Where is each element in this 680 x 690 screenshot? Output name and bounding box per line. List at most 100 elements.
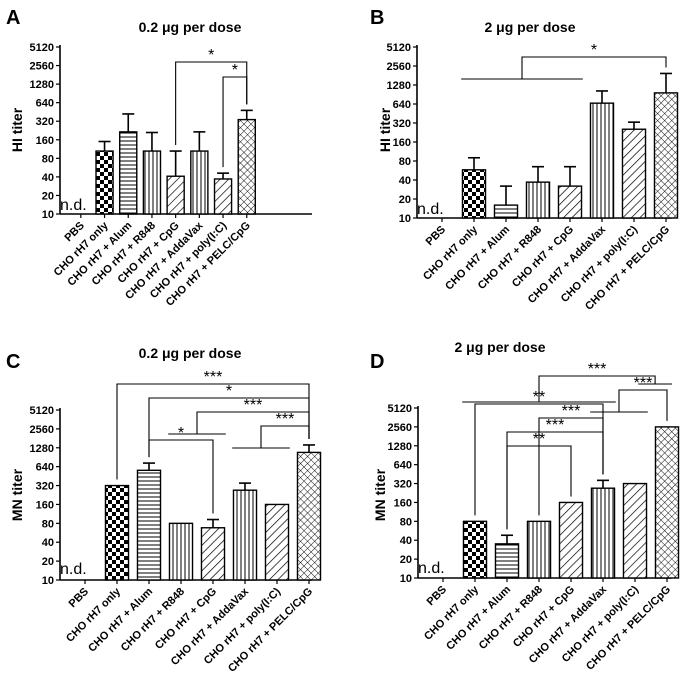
nd-label: n.d. bbox=[417, 201, 444, 218]
y-tick-label: 10 bbox=[42, 575, 54, 587]
y-tick-label: 1280 bbox=[30, 79, 54, 91]
chart-title: 2 μg per dose bbox=[484, 19, 575, 35]
chart-title: 0.2 μg per dose bbox=[139, 345, 242, 361]
bar bbox=[654, 426, 680, 579]
bar bbox=[493, 204, 519, 219]
nd-label: n.d. bbox=[418, 560, 445, 577]
y-tick-label: 80 bbox=[42, 153, 54, 165]
bar bbox=[104, 484, 130, 581]
bar bbox=[525, 181, 551, 219]
significance-bracket: * bbox=[148, 425, 214, 514]
y-tick-label: 2560 bbox=[30, 61, 54, 73]
y-axis-label: HI titer bbox=[377, 107, 393, 152]
y-tick-label: 640 bbox=[394, 460, 412, 472]
y-tick-label: 1280 bbox=[388, 441, 412, 453]
y-tick-label: 2560 bbox=[387, 61, 411, 73]
bar bbox=[232, 489, 258, 581]
bar bbox=[526, 520, 552, 579]
bar bbox=[168, 522, 194, 581]
significance-label: *** bbox=[276, 411, 295, 428]
y-tick-label: 80 bbox=[42, 518, 54, 530]
bar bbox=[621, 128, 647, 219]
panel-b: B 2 μg per dose HI titer n.d. 10 20 40 80 16… bbox=[370, 7, 679, 313]
significance-label: ** bbox=[533, 389, 545, 406]
y-tick-label: 10 bbox=[399, 213, 411, 225]
significance-label: ** bbox=[533, 431, 545, 448]
chart-title: 0.2 μg per dose bbox=[139, 19, 242, 35]
y-tick-label: 160 bbox=[394, 497, 412, 509]
bar bbox=[296, 451, 322, 581]
bar bbox=[622, 482, 648, 579]
y-tick-label: 320 bbox=[393, 118, 411, 130]
y-tick-label: 160 bbox=[36, 499, 54, 511]
significance-label: *** bbox=[634, 375, 653, 392]
significance-bracket: ** bbox=[506, 431, 572, 530]
significance-label: * bbox=[208, 47, 214, 64]
significance-bracket: *** bbox=[168, 397, 310, 439]
bar bbox=[589, 102, 615, 219]
y-tick-label: 20 bbox=[42, 190, 54, 202]
y-tick-label: 40 bbox=[399, 175, 411, 187]
y-tick-label: 160 bbox=[36, 135, 54, 147]
bar bbox=[590, 487, 616, 579]
significance-label: *** bbox=[546, 417, 565, 434]
panel-c: C 0.2 μg per dose MN titer n.d. 10 20 40 80… bbox=[6, 345, 322, 675]
y-tick-label: 40 bbox=[400, 535, 412, 547]
category-label: PBS bbox=[424, 224, 448, 248]
y-tick-label: 320 bbox=[36, 116, 54, 128]
bar bbox=[166, 175, 185, 215]
significance-bracket: *** bbox=[590, 375, 668, 421]
y-axis-label: MN titer bbox=[9, 468, 25, 521]
y-tick-label: 5120 bbox=[387, 42, 411, 54]
significance-label: *** bbox=[588, 361, 607, 378]
panel-letter: D bbox=[370, 351, 384, 373]
panel-letter: B bbox=[370, 7, 384, 29]
bar bbox=[237, 118, 256, 215]
category-label: PBS bbox=[425, 584, 449, 608]
y-tick-label: 5120 bbox=[30, 405, 54, 417]
significance-bracket: * bbox=[222, 62, 248, 168]
y-axis-label: MN titer bbox=[372, 468, 388, 521]
bar bbox=[462, 520, 488, 579]
significance-label: *** bbox=[562, 403, 581, 420]
significance-bracket: *** bbox=[506, 417, 604, 530]
y-tick-label: 20 bbox=[399, 194, 411, 206]
y-tick-label: 1280 bbox=[30, 443, 54, 455]
bar bbox=[653, 92, 679, 219]
y-tick-label: 10 bbox=[400, 573, 412, 585]
y-tick-label: 320 bbox=[394, 479, 412, 491]
y-tick-label: 80 bbox=[399, 156, 411, 168]
y-tick-label: 40 bbox=[42, 537, 54, 549]
y-tick-label: 2560 bbox=[388, 422, 412, 434]
significance-label: * bbox=[178, 425, 184, 442]
bar bbox=[461, 169, 487, 219]
category-label: PBS bbox=[67, 586, 91, 610]
y-tick-label: 20 bbox=[42, 556, 54, 568]
bar bbox=[494, 543, 520, 579]
nd-label: n.d. bbox=[60, 561, 87, 578]
panel-a: A 0.2 μg per dose HI titer n.d. 10 20 40 80… bbox=[6, 7, 312, 309]
significance-bracket: *** bbox=[232, 411, 310, 449]
y-tick-label: 640 bbox=[36, 98, 54, 110]
significance-label: *** bbox=[204, 369, 223, 386]
panel-letter: A bbox=[6, 7, 20, 29]
y-tick-label: 5120 bbox=[388, 403, 412, 415]
y-tick-label: 1280 bbox=[387, 80, 411, 92]
y-tick-label: 40 bbox=[42, 172, 54, 184]
bar bbox=[557, 185, 583, 219]
bar bbox=[200, 527, 226, 581]
bar bbox=[558, 501, 584, 579]
y-tick-label: 640 bbox=[36, 462, 54, 474]
significance-bracket: *** bbox=[462, 361, 672, 403]
bar bbox=[264, 503, 290, 581]
y-tick-label: 80 bbox=[400, 516, 412, 528]
chart-title: 2 μg per dose bbox=[454, 339, 545, 355]
y-tick-label: 2560 bbox=[30, 424, 54, 436]
significance-label: * bbox=[226, 383, 232, 400]
y-axis-label: HI titer bbox=[9, 107, 25, 152]
y-tick-label: 640 bbox=[393, 99, 411, 111]
nd-label: n.d. bbox=[60, 197, 87, 214]
significance-label: * bbox=[232, 62, 238, 79]
